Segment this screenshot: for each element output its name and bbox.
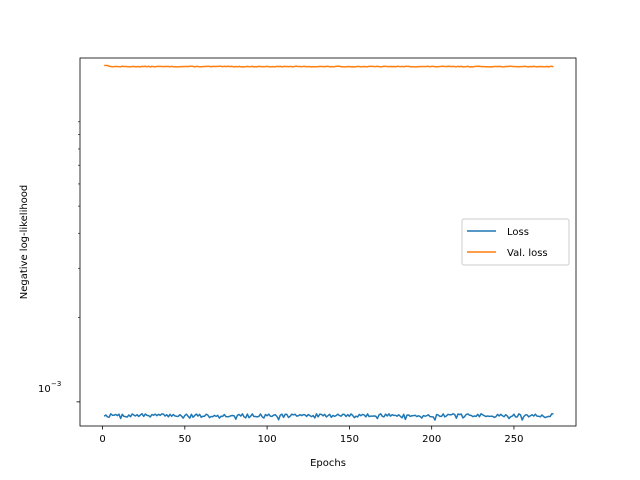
axes-frame bbox=[79, 57, 577, 427]
y-axis-ticks bbox=[76, 121, 80, 403]
x-tick-label-0: 0 bbox=[99, 434, 105, 445]
legend-label-loss: Loss bbox=[507, 227, 529, 238]
series-line-loss bbox=[103, 412, 554, 421]
x-tick-label-100: 100 bbox=[258, 434, 277, 445]
plot-area bbox=[79, 57, 577, 427]
legend: Loss Val. loss bbox=[461, 218, 570, 266]
x-tick-label-150: 150 bbox=[340, 434, 359, 445]
y-axis-label: Negative log-likelihood bbox=[19, 185, 30, 300]
x-axis-ticks: 0 50 100 150 200 250 bbox=[99, 426, 524, 445]
legend-label-val-loss: Val. loss bbox=[507, 248, 548, 259]
series-line-val-loss bbox=[104, 64, 554, 68]
series-layer bbox=[103, 64, 554, 421]
x-tick-label-200: 200 bbox=[422, 434, 441, 445]
y-tick-label-exponent: −3 bbox=[51, 380, 61, 388]
x-tick-label-250: 250 bbox=[504, 434, 523, 445]
x-axis-label: Epochs bbox=[310, 458, 346, 469]
x-tick-label-50: 50 bbox=[178, 434, 191, 445]
y-tick-label-base: 10 bbox=[38, 384, 51, 395]
y-tick-label-major: 10 −3 bbox=[38, 380, 61, 395]
